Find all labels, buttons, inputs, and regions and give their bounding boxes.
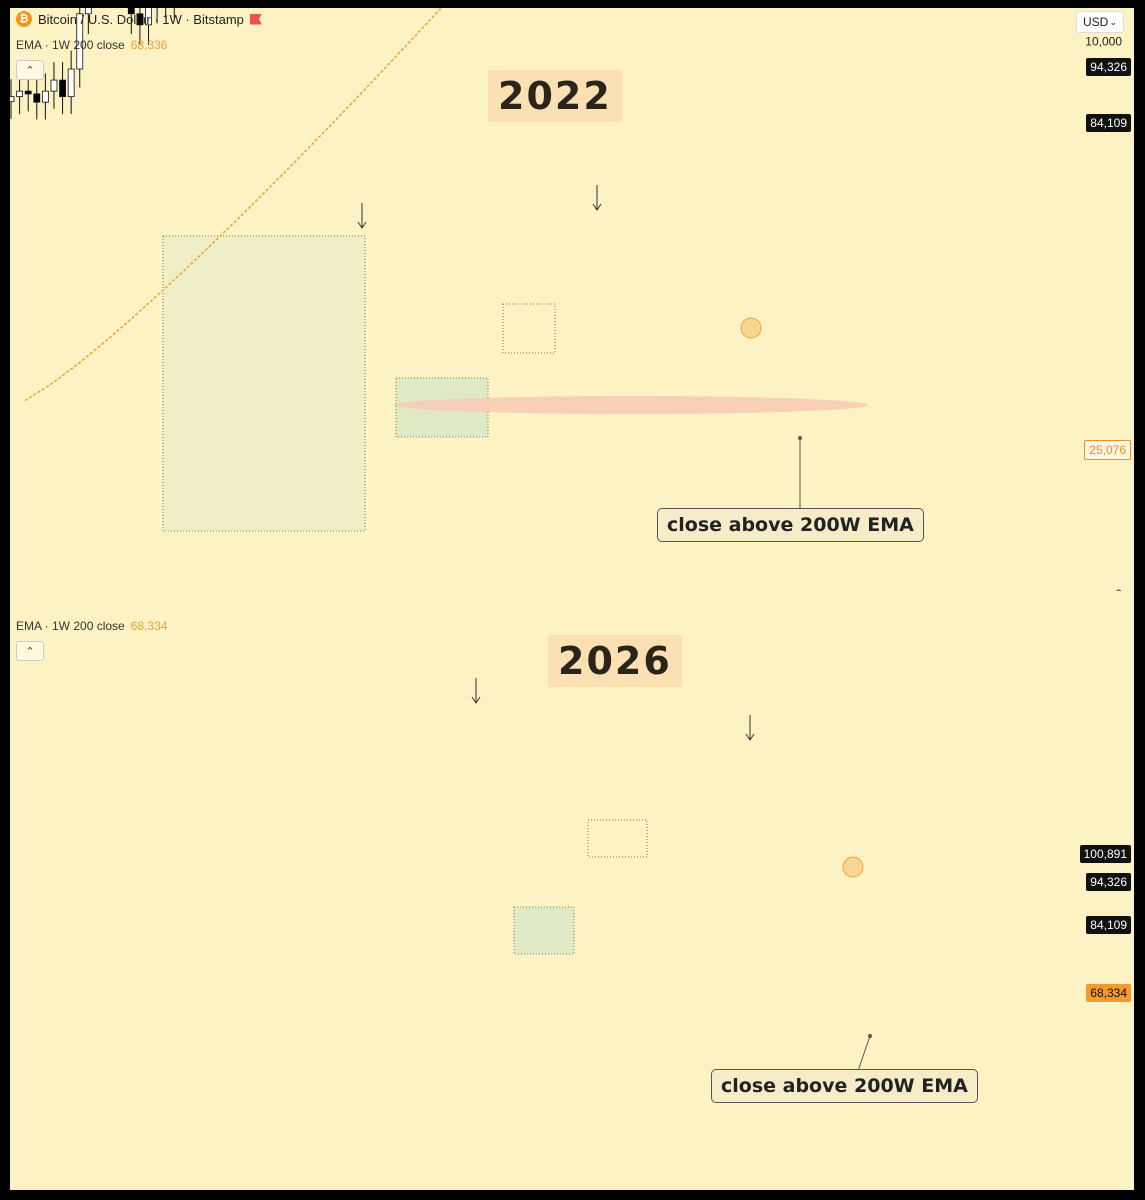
annotation-dot [868, 1034, 872, 1038]
range-box [502, 303, 556, 354]
chevron-down-icon: ⌄ [1109, 16, 1117, 27]
panel-separator [10, 591, 1134, 605]
chart-panel-2022[interactable]: 94,32690,00084,10980,00070,00060,00050,0… [10, 8, 1134, 591]
currency-select[interactable]: USD ⌄ [1076, 11, 1124, 33]
chevron-up-icon: ⌃ [25, 64, 35, 77]
candle [127, 8, 135, 15]
price-badge-100891: 100,891 [1079, 845, 1131, 863]
currency-label: USD [1083, 15, 1109, 29]
range-box [513, 906, 575, 955]
price-badge-84109: 84,109 [1086, 114, 1131, 132]
price-badge-94326: 94,326 [1086, 58, 1131, 76]
chart-2022-svg[interactable]: 94,32690,00084,10980,00070,00060,00050,0… [10, 8, 1134, 591]
ema-legend[interactable]: EMA · 1W 200 close 68,334 [16, 619, 167, 633]
candle [84, 8, 92, 15]
chart-panel-2026[interactable]: 150,000140,000130,000120,000110,000100,8… [10, 605, 1134, 1190]
candle [24, 90, 32, 95]
annotation-connector [857, 1035, 871, 1072]
candle [41, 90, 49, 103]
flag-icon[interactable] [249, 13, 262, 25]
bitcoin-icon: ₿ [16, 11, 32, 27]
ema-legend-value: 68,336 [130, 38, 168, 52]
down-arrow-icon [471, 696, 481, 704]
year-label-2022: 2022 [488, 70, 622, 122]
top-highlight-circle [740, 317, 762, 339]
candle [76, 13, 84, 70]
ema-price-badge: 68,334 [1086, 984, 1131, 1002]
chart-2026-svg[interactable]: 150,000140,000130,000120,000110,000100,8… [10, 605, 1134, 1190]
year-label-2026: 2026 [548, 635, 682, 687]
support-band [394, 396, 868, 414]
chevron-up-icon: ⌃ [25, 645, 35, 658]
top-highlight-circle [842, 856, 864, 878]
price-badge-84109: 84,109 [1086, 916, 1131, 934]
candle [145, 8, 152, 26]
ema-legend-value: 68,334 [130, 619, 168, 633]
symbol-header[interactable]: ₿ Bitcoin / U.S. Dollar · 1W · Bitstamp [16, 11, 262, 27]
candle [50, 79, 58, 92]
symbol-title: Bitcoin / U.S. Dollar · 1W · Bitstamp [38, 11, 244, 27]
candle [59, 79, 66, 98]
annotation-close-above-ema: close above 200W EMA [657, 508, 924, 542]
candle [10, 96, 15, 103]
chart-frame: 94,32690,00084,10980,00070,00060,00050,0… [10, 8, 1134, 1190]
range-box [162, 235, 366, 532]
down-arrow-icon [745, 733, 755, 741]
range-box [587, 819, 648, 858]
candle [33, 93, 41, 103]
y-tick-label: 0 [1115, 587, 1122, 591]
down-arrow-icon [592, 203, 602, 211]
collapse-legend-button[interactable]: ⌃ [16, 641, 44, 661]
ema-legend-label: EMA · 1W 200 close [16, 38, 125, 52]
ema-legend-label: EMA · 1W 200 close [16, 619, 125, 633]
y-tick-label: 10,000 [1085, 34, 1122, 48]
ema-200w-line [24, 8, 443, 402]
price-badge-94326: 94,326 [1086, 873, 1131, 891]
ema-price-badge: 25,076 [1084, 440, 1131, 460]
annotation-dot [798, 436, 802, 440]
candle [67, 68, 75, 98]
annotation-close-above-ema: close above 200W EMA [711, 1069, 978, 1103]
candle [16, 90, 24, 98]
candle [136, 13, 144, 26]
collapse-legend-button[interactable]: ⌃ [16, 60, 44, 80]
down-arrow-icon [357, 221, 367, 229]
ema-legend[interactable]: EMA · 1W 200 close 68,336 [16, 38, 167, 52]
